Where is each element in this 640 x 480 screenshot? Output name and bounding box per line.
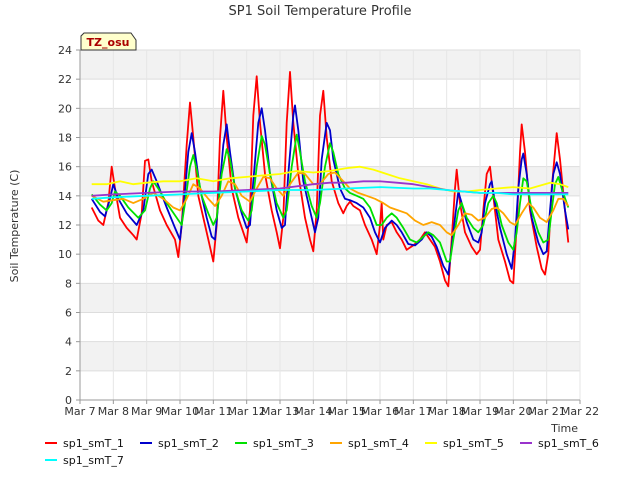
y-tick-label: 24 [58, 44, 72, 57]
x-tick-label: Mar 14 [294, 405, 332, 418]
series-line-sp1_smT_3 [91, 133, 570, 263]
y-tick-label: 14 [58, 190, 72, 203]
x-tick-label: Mar 20 [494, 405, 532, 418]
plot-band [80, 370, 580, 400]
series-line-sp1_smT_2 [90, 104, 570, 276]
tz-badge: TZ_osu [80, 32, 137, 51]
y-tick-label: 10 [58, 248, 72, 261]
y-axis-label: Soil Temperature (C) [8, 170, 21, 283]
legend-label-sp1_smT_3: sp1_smT_3 [253, 437, 314, 450]
y-tick-label: 8 [65, 277, 72, 290]
series-line-sp1_smT_5 [91, 165, 569, 193]
x-tick-label: Mar 19 [461, 405, 499, 418]
x-tick-label: Mar 21 [528, 405, 566, 418]
tz-badge-text: TZ_osu [87, 36, 130, 49]
tz-badge-box [80, 32, 137, 51]
x-tick-label: Mar 18 [428, 405, 466, 418]
y-tick-label: 6 [65, 307, 72, 320]
legend-label-sp1_smT_6: sp1_smT_6 [538, 437, 599, 450]
x-tick-label: Mar 8 [98, 405, 129, 418]
y-tick-label: 2 [65, 365, 72, 378]
y-tick-label: 12 [58, 219, 72, 232]
x-tick-label: Mar 17 [394, 405, 432, 418]
plot-band [80, 79, 580, 109]
legend-label-sp1_smT_4: sp1_smT_4 [348, 437, 409, 450]
y-tick-label: 0 [65, 394, 72, 407]
plot-band [80, 341, 580, 371]
y-tick-label: 22 [58, 73, 72, 86]
series-line-sp1_smT_7 [91, 186, 569, 200]
series-lines [90, 71, 570, 288]
series-line-sp1_smT_4 [91, 171, 570, 237]
plot-band [80, 50, 580, 80]
x-tick-label: Mar 12 [228, 405, 266, 418]
legend-label-sp1_smT_7: sp1_smT_7 [63, 454, 124, 467]
plot-band [80, 283, 580, 313]
y-tick-label: 16 [58, 161, 72, 174]
chart-title: SP1 Soil Temperature Profile [229, 4, 412, 19]
grid-lines [79, 49, 581, 401]
x-tick-label: Mar 11 [194, 405, 232, 418]
legend-label-sp1_smT_2: sp1_smT_2 [158, 437, 219, 450]
x-axis-label: Time [550, 422, 578, 435]
x-tick-label: Mar 15 [328, 405, 366, 418]
y-tick-label: 18 [58, 132, 72, 145]
axes [76, 49, 581, 404]
series-line-sp1_smT_1 [90, 71, 570, 288]
plot-band [80, 312, 580, 342]
x-tick-label: Mar 7 [64, 405, 95, 418]
y-tick-label: 4 [65, 336, 72, 349]
x-tick-label: Mar 16 [361, 405, 399, 418]
y-tick-label: 20 [58, 102, 72, 115]
x-tick-label: Mar 13 [261, 405, 299, 418]
legend-label-sp1_smT_5: sp1_smT_5 [443, 437, 504, 450]
plot-band [80, 195, 580, 225]
x-tick-label: Mar 9 [131, 405, 162, 418]
x-tick-label: Mar 10 [161, 405, 199, 418]
legend: sp1_smT_1 sp1_smT_2 sp1_smT_3 sp1_smT_4 sp1_… [45, 437, 599, 467]
legend-label-sp1_smT_1: sp1_smT_1 [63, 437, 124, 450]
plot-band [80, 254, 580, 284]
x-tick-label: Mar 22 [561, 405, 599, 418]
